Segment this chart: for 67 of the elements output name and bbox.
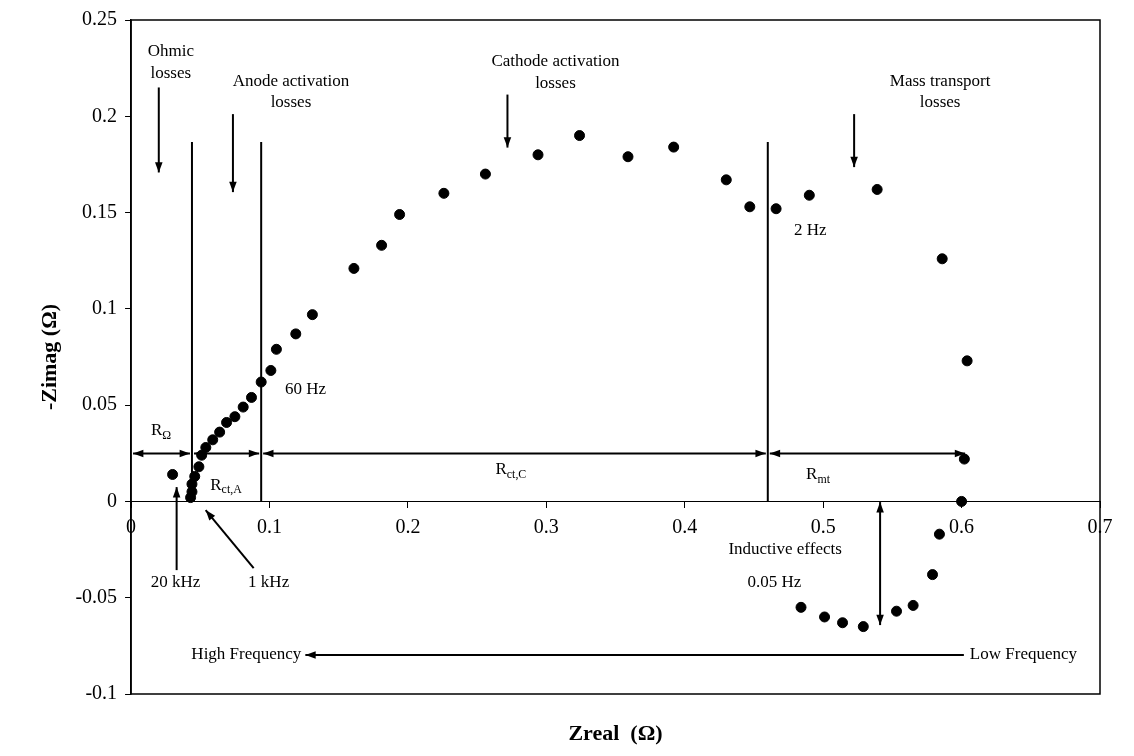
point [348, 262, 360, 274]
point [229, 411, 241, 423]
point [857, 621, 869, 633]
x-tick-label: 0.5 [810, 514, 836, 537]
point [438, 187, 450, 199]
annotation: Ohmic losses [147, 41, 195, 82]
y-tick-label: 0.2 [92, 103, 118, 126]
point [622, 151, 634, 163]
x-tick-label: 0.1 [256, 514, 282, 537]
point [532, 149, 544, 161]
annotation: High Frequency [191, 644, 302, 664]
x-tick-label: 0.3 [533, 514, 559, 537]
x-tick-label: 0.2 [395, 514, 421, 537]
point [207, 434, 219, 446]
point [221, 416, 233, 428]
annotation: Anode activation losses [232, 70, 350, 112]
point [961, 355, 973, 367]
annotation: Inductive effects [728, 538, 842, 558]
point [214, 426, 226, 438]
point [237, 401, 249, 413]
point [720, 174, 732, 186]
point [668, 141, 680, 153]
point [891, 605, 903, 617]
y-tick-label: 0.05 [82, 392, 118, 415]
point [907, 599, 919, 611]
point [574, 130, 586, 142]
point [958, 453, 970, 465]
point [803, 189, 815, 201]
annotation: Mass transport losses [889, 70, 991, 112]
x-axis-title: Zreal (Ω) [568, 719, 663, 745]
point [306, 309, 318, 321]
annotation: Cathode activation losses [491, 51, 620, 92]
x-tick-label: 0.6 [949, 514, 975, 537]
point [479, 168, 491, 180]
point [837, 617, 849, 629]
y-tick-label: 0.25 [82, 7, 118, 30]
point [933, 528, 945, 540]
point [290, 328, 302, 340]
point [871, 183, 883, 195]
point [744, 201, 756, 213]
y-tick-label: -0.1 [85, 681, 118, 704]
point [167, 468, 179, 480]
point [245, 391, 257, 403]
point [376, 239, 388, 251]
y-tick-label: 0.1 [92, 296, 118, 319]
point [927, 569, 939, 581]
annotation: 60 Hz [284, 378, 327, 398]
point [819, 611, 831, 623]
annotation: 1 kHz [248, 571, 290, 591]
point [770, 203, 782, 215]
point [265, 364, 277, 376]
point [795, 601, 807, 613]
point [956, 495, 968, 507]
annotation: Low Frequency [969, 644, 1078, 664]
annotation: 20 kHz [150, 571, 201, 591]
point [270, 343, 282, 355]
point [193, 461, 205, 473]
y-axis-title: -Zimag (Ω) [35, 303, 61, 411]
y-tick-label: 0.15 [82, 199, 118, 222]
annotation: 2 Hz [794, 220, 828, 240]
y-tick-label: 0 [107, 488, 118, 511]
point [936, 253, 948, 265]
y-tick-label: -0.05 [75, 584, 118, 607]
x-tick-label: 0.4 [672, 514, 698, 537]
annotation: 0.05 Hz [747, 571, 802, 591]
point [394, 209, 406, 220]
point [200, 442, 212, 454]
